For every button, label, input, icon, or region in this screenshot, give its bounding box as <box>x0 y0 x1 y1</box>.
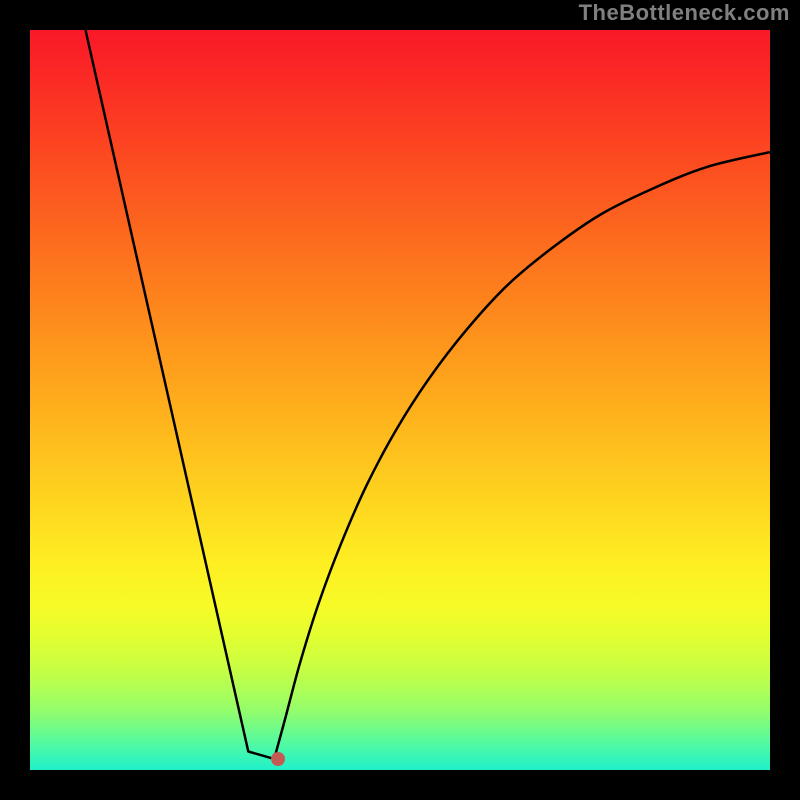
watermark-text: TheBottleneck.com <box>579 0 790 26</box>
bottleneck-curve <box>86 30 771 759</box>
curve-overlay <box>0 0 800 800</box>
minimum-marker <box>271 752 285 766</box>
chart-container: TheBottleneck.com <box>0 0 800 800</box>
